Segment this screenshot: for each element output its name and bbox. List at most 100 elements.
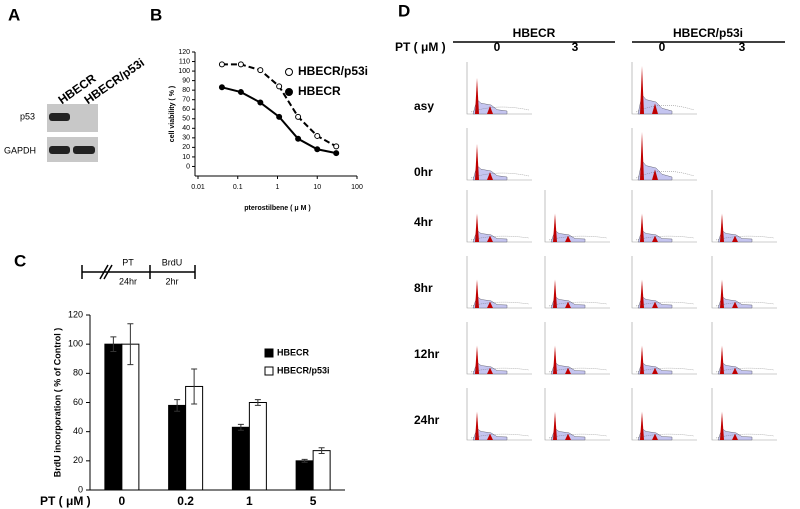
data-point [257,67,264,74]
legend-label: HBECR/p53i [298,64,368,78]
bar [231,426,250,491]
data-point [333,150,340,157]
g2-peak [487,433,493,440]
data-point [333,143,340,150]
group-header: HBECR [513,26,556,40]
g1-peak [720,411,724,440]
legend-label: HBECR/p53i [277,365,330,375]
g1-peak [640,279,644,308]
dose: 3 [739,40,746,54]
x-tick-label: 5 [310,494,317,508]
g2-peak [487,367,493,374]
g2-peak [565,367,571,374]
histogram-frame [631,388,697,441]
error-bar [254,399,261,406]
fit-line [635,301,695,307]
x-tick-label: 1 [276,184,280,191]
dose: 3 [572,40,579,54]
histogram-frame [631,256,697,309]
error-bar [318,447,325,455]
histogram-frame [466,190,532,243]
data-point [237,89,244,96]
y-tick-label: 120 [68,309,83,319]
legend-label: HBECR [298,84,341,98]
band [49,146,70,154]
histogram-frame [466,62,532,115]
protein-label: p53 [20,111,35,121]
fit-line [548,433,608,439]
y-tick-label: 80 [73,368,83,378]
fit-line [470,367,530,373]
error-bar [237,423,244,431]
fit-line [470,106,530,113]
x-axis-title: pterostilbene ( μ M ) [244,205,311,212]
histogram-frame [544,190,610,243]
histogram-frame [631,322,697,375]
histogram-frame [544,322,610,375]
y-tick-label: 40 [73,426,83,436]
row-label: 0hr [414,165,433,179]
g2-peak [732,433,738,440]
band [49,113,70,121]
y-tick-label: 20 [182,144,190,151]
fit-line [635,105,695,113]
timeline-label: PT [122,257,134,267]
histogram-frame [466,128,532,181]
y-tick-label: 70 [182,97,190,104]
x-tick-label: 0.2 [177,494,194,508]
legend-marker [285,68,293,76]
g1-peak [553,345,557,374]
row-label: asy [414,99,434,113]
error-bar [110,336,117,352]
y-tick-label: 0 [78,484,83,494]
error-bar [174,399,181,412]
y-tick-label: 110 [179,58,190,65]
data-point [295,113,302,120]
fit-line [635,171,695,179]
g2-peak [652,169,658,180]
g1-peak [640,345,644,374]
panel-letter: C [14,251,26,270]
histogram-frame [631,128,697,181]
y-tick-label: 30 [182,135,190,142]
g2-peak [652,301,658,308]
data-point [314,132,321,139]
protein-label: GAPDH [4,145,36,155]
y-tick-label: 100 [178,68,190,75]
band [73,146,95,154]
fit-line [470,301,530,307]
fit-line [470,235,530,241]
panel-letter: B [150,5,162,24]
data-point [276,83,283,90]
fit-line [715,433,775,439]
g2-peak [487,172,493,180]
histogram-frame [544,256,610,309]
y-tick-label: 90 [182,77,190,84]
bar [104,343,123,491]
g1-peak [553,279,557,308]
g1-peak [720,213,724,242]
timeline-label: 2hr [165,276,178,286]
g1-peak [475,279,479,308]
g2-peak [732,235,738,242]
y-tick-label: 100 [68,339,83,349]
row-label: 4hr [414,215,433,229]
legend-label: HBECR [277,347,310,357]
x-tick-label: 0 [119,494,126,508]
bar [312,450,331,491]
y-axis-title: BrdU incorporation ( % of Control ) [52,328,62,477]
histogram-frame [711,190,777,243]
bar [248,402,267,491]
bar [121,343,140,491]
fit-line [715,367,775,373]
x-tick-label: 0.01 [191,184,205,191]
dose: 0 [659,40,666,54]
fit-line [548,367,608,373]
g1-peak [553,411,557,440]
dose-label: PT ( μM ) [395,40,446,54]
timeline-label: 24hr [119,276,137,286]
g2-peak [487,235,493,242]
fit-line [635,433,695,439]
g1-peak [475,213,479,242]
